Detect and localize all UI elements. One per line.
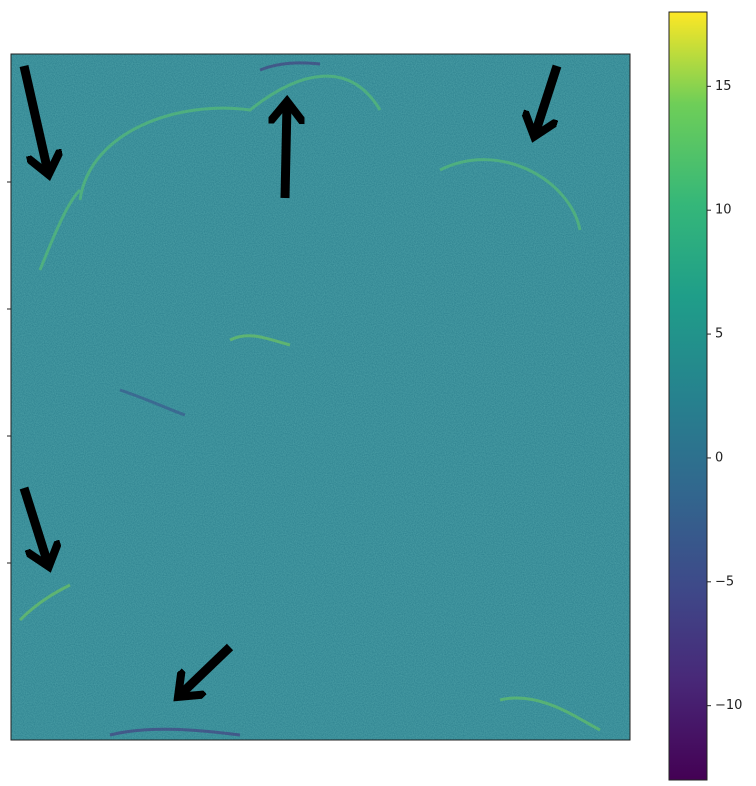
arrow: [535, 64, 562, 134]
annotation-arrows: [19, 64, 562, 695]
colorbar-tick-label: 0: [715, 450, 723, 465]
arrow: [19, 65, 48, 172]
arrow: [180, 643, 234, 695]
colorbar-tick-label: 10: [715, 203, 732, 218]
image: [7, 53, 631, 741]
colorbar: −10 −5 0 5 10 15: [668, 11, 742, 781]
y-ticks: [7, 181, 11, 564]
colorbar-tick-label: −10: [715, 698, 742, 713]
image-texture: [11, 54, 630, 740]
arrow: [285, 104, 287, 199]
colorbar-gradient: [668, 11, 708, 781]
arrow: [19, 486, 48, 564]
colorbar-tick-label: 5: [715, 327, 723, 342]
image-frame: [10, 53, 631, 741]
image-features: [18, 61, 601, 737]
colorbar-tick-label: −5: [715, 574, 734, 589]
colorbar-tick-label: 15: [715, 79, 732, 94]
